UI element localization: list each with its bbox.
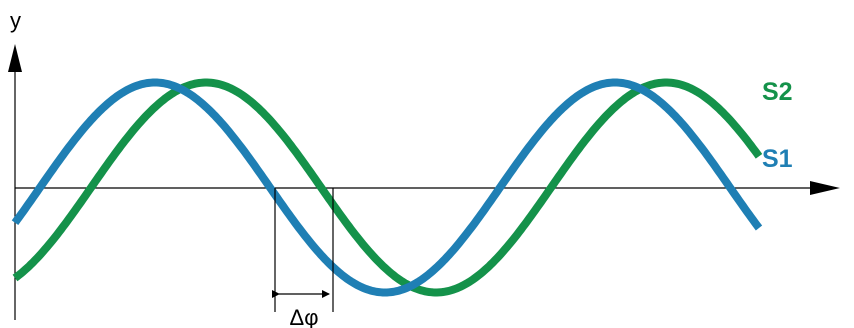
wave-s2: [12, 78, 763, 297]
y-axis-label: y: [10, 8, 21, 33]
x-axis-arrowhead: [810, 181, 840, 195]
wave-s1: [11, 78, 763, 297]
series-label-s1: S1: [762, 145, 793, 173]
phase-shift-label: Δφ: [290, 305, 319, 328]
y-axis-arrowhead: [8, 44, 22, 72]
series-label-s2: S2: [762, 78, 793, 106]
